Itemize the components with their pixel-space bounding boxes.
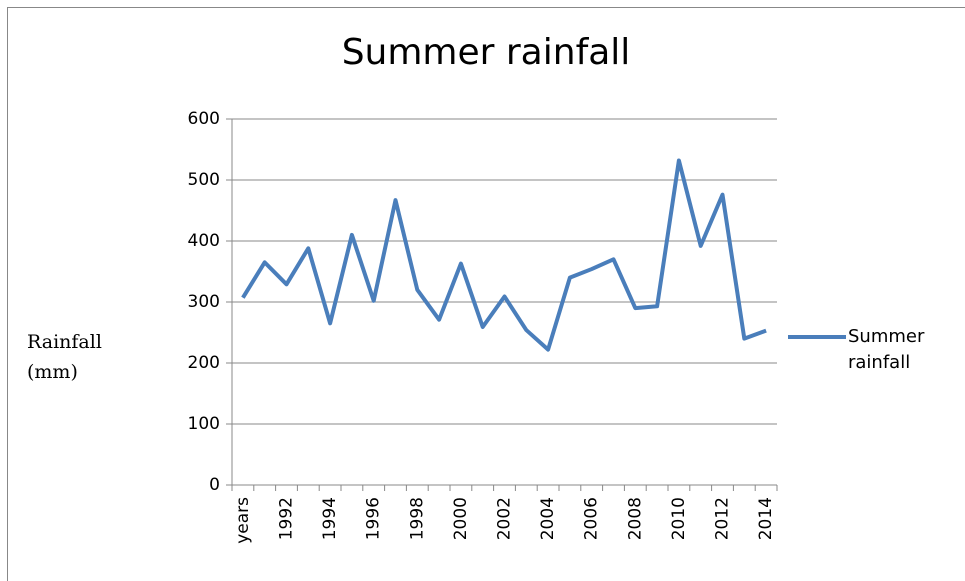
y-tick-label: 300 [188,292,220,312]
x-tick-label: years [233,497,253,544]
x-tick-label: 1994 [320,497,340,540]
x-tick-label: 2004 [538,497,558,540]
x-tick-label: 2002 [495,497,515,540]
x-tick-label: 2000 [451,497,471,540]
x-tick-label: 2012 [713,497,733,540]
y-tick-label: 500 [188,170,220,190]
y-tick-label: 200 [188,353,220,373]
x-tick-label: 2006 [582,497,602,540]
y-tick-label: 400 [188,231,220,251]
y-tick-label: 100 [188,414,220,434]
y-axis-label: Rainfall (mm) [27,331,102,383]
x-tick-label: 1998 [407,497,427,540]
chart-frame [7,7,965,581]
x-tick-label: 2014 [756,497,776,540]
x-tick-label: 1992 [277,497,297,540]
x-tick-label: 2008 [625,497,645,540]
chart-title: Summer rainfall [342,32,631,73]
x-tick-label: 1996 [364,497,384,540]
x-tick-label: 2010 [669,497,689,540]
data-line [241,158,767,352]
legend-label: Summer rainfall [848,326,925,373]
y-tick-label: 600 [188,109,220,129]
y-tick-label: 0 [209,475,220,495]
